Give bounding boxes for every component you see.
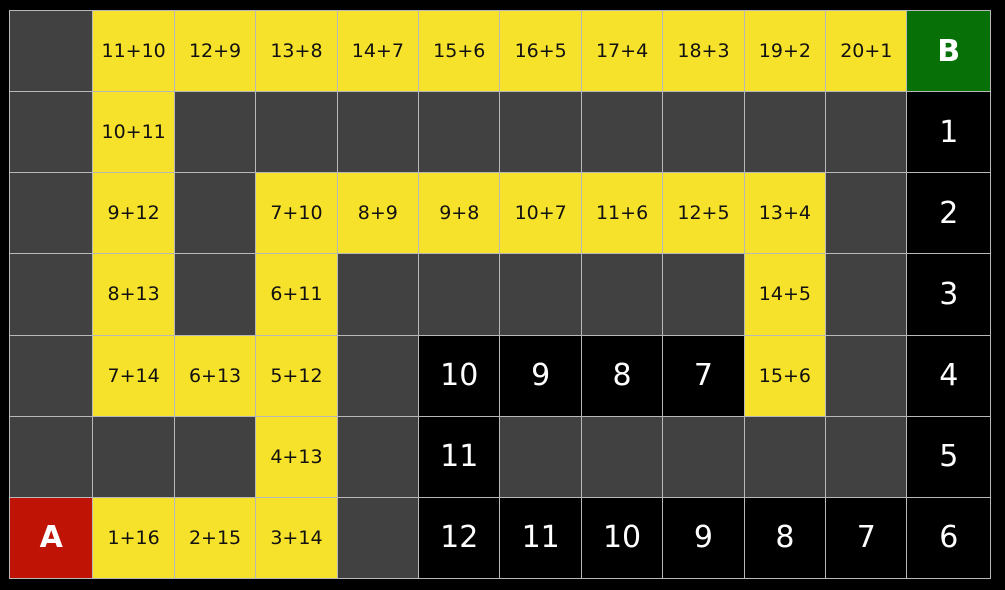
distance-number-cell[interactable]: 11 bbox=[499, 496, 582, 580]
path-step-cell[interactable]: 7+14 bbox=[92, 334, 175, 417]
path-step-cell[interactable]: 4+13 bbox=[255, 415, 338, 498]
empty-cell bbox=[173, 253, 257, 336]
grid-body: 11+10 12+9 13+8 14+7 15+6 16+5 17+4 18+3 19+2 20+… bbox=[8, 9, 991, 580]
path-step-cell[interactable]: 9+8 bbox=[418, 172, 501, 255]
distance-number-cell[interactable]: 7 bbox=[825, 496, 908, 580]
empty-cell bbox=[580, 91, 664, 174]
path-step-cell[interactable]: 3+14 bbox=[255, 496, 338, 580]
empty-cell bbox=[499, 253, 582, 336]
empty-cell bbox=[825, 415, 908, 498]
path-step-cell[interactable]: 13+4 bbox=[743, 172, 827, 255]
path-step-cell[interactable]: 5+12 bbox=[255, 334, 338, 417]
path-step-cell[interactable]: 12+9 bbox=[173, 9, 257, 93]
distance-number-cell[interactable]: 9 bbox=[499, 334, 582, 417]
path-step-cell[interactable]: 18+3 bbox=[662, 9, 745, 93]
distance-number-cell[interactable]: 9 bbox=[662, 496, 745, 580]
empty-cell bbox=[825, 91, 908, 174]
path-step-cell[interactable]: 8+9 bbox=[336, 172, 420, 255]
empty-cell bbox=[173, 91, 257, 174]
empty-cell bbox=[825, 253, 908, 336]
empty-cell bbox=[580, 415, 664, 498]
path-step-cell[interactable]: 10+11 bbox=[92, 91, 175, 174]
empty-cell bbox=[418, 91, 501, 174]
path-step-cell[interactable]: 15+6 bbox=[418, 9, 501, 93]
empty-cell bbox=[499, 91, 582, 174]
grid-row: 10+11 1 bbox=[8, 91, 991, 174]
row-label-cell: 3 bbox=[906, 253, 991, 336]
row-label-cell: 6 bbox=[906, 496, 991, 580]
path-step-cell[interactable]: 13+8 bbox=[255, 9, 338, 93]
empty-cell bbox=[662, 415, 745, 498]
empty-cell bbox=[662, 91, 745, 174]
path-step-cell[interactable]: 14+5 bbox=[743, 253, 827, 336]
empty-cell bbox=[8, 415, 94, 498]
empty-cell bbox=[743, 91, 827, 174]
path-step-cell[interactable]: 16+5 bbox=[499, 9, 582, 93]
grid-row: 9+12 7+10 8+9 9+8 10+7 11+6 12+5 13+4 2 bbox=[8, 172, 991, 255]
empty-cell bbox=[825, 334, 908, 417]
empty-cell bbox=[336, 91, 420, 174]
path-step-cell[interactable]: 10+7 bbox=[499, 172, 582, 255]
empty-cell bbox=[255, 91, 338, 174]
empty-cell bbox=[662, 253, 745, 336]
empty-cell bbox=[336, 415, 420, 498]
path-step-cell[interactable]: 19+2 bbox=[743, 9, 827, 93]
path-step-cell[interactable]: 9+12 bbox=[92, 172, 175, 255]
goal-cell[interactable]: B bbox=[906, 9, 991, 93]
path-step-cell[interactable]: 2+15 bbox=[173, 496, 257, 580]
row-label-cell: 4 bbox=[906, 334, 991, 417]
grid-row: 8+13 6+11 14+5 3 bbox=[8, 253, 991, 336]
empty-cell bbox=[580, 253, 664, 336]
distance-number-cell[interactable]: 7 bbox=[662, 334, 745, 417]
grid-row: 11+10 12+9 13+8 14+7 15+6 16+5 17+4 18+3 19+2 20+… bbox=[8, 9, 991, 93]
empty-cell bbox=[173, 172, 257, 255]
distance-number-cell[interactable]: 8 bbox=[580, 334, 664, 417]
empty-cell bbox=[336, 334, 420, 417]
empty-cell bbox=[336, 496, 420, 580]
path-step-cell[interactable]: 15+6 bbox=[743, 334, 827, 417]
empty-cell bbox=[418, 253, 501, 336]
row-label-cell: 1 bbox=[906, 91, 991, 174]
empty-cell bbox=[336, 253, 420, 336]
grid-row: 7+14 6+13 5+12 10 9 8 7 15+6 4 bbox=[8, 334, 991, 417]
puzzle-grid: 11+10 12+9 13+8 14+7 15+6 16+5 17+4 18+3 19+2 20+… bbox=[8, 9, 991, 580]
path-step-cell[interactable]: 8+13 bbox=[92, 253, 175, 336]
path-step-cell[interactable]: 6+11 bbox=[255, 253, 338, 336]
empty-cell bbox=[8, 253, 94, 336]
empty-cell bbox=[92, 415, 175, 498]
path-step-cell[interactable]: 11+10 bbox=[92, 9, 175, 93]
empty-cell bbox=[8, 334, 94, 417]
path-step-cell[interactable]: 14+7 bbox=[336, 9, 420, 93]
grid-row: A 1+16 2+15 3+14 12 11 10 9 8 7 6 bbox=[8, 496, 991, 580]
empty-cell bbox=[825, 172, 908, 255]
empty-cell bbox=[8, 9, 94, 93]
puzzle-grid-container: 11+10 12+9 13+8 14+7 15+6 16+5 17+4 18+3 19+2 20+… bbox=[8, 9, 991, 580]
row-label-cell: 2 bbox=[906, 172, 991, 255]
empty-cell bbox=[8, 172, 94, 255]
distance-number-cell[interactable]: 10 bbox=[580, 496, 664, 580]
path-step-cell[interactable]: 7+10 bbox=[255, 172, 338, 255]
empty-cell bbox=[173, 415, 257, 498]
distance-number-cell[interactable]: 12 bbox=[418, 496, 501, 580]
path-step-cell[interactable]: 6+13 bbox=[173, 334, 257, 417]
distance-number-cell[interactable]: 11 bbox=[418, 415, 501, 498]
path-step-cell[interactable]: 11+6 bbox=[580, 172, 664, 255]
grid-row: 4+13 11 5 bbox=[8, 415, 991, 498]
path-step-cell[interactable]: 12+5 bbox=[662, 172, 745, 255]
path-step-cell[interactable]: 17+4 bbox=[580, 9, 664, 93]
empty-cell bbox=[743, 415, 827, 498]
start-cell[interactable]: A bbox=[8, 496, 94, 580]
path-step-cell[interactable]: 20+1 bbox=[825, 9, 908, 93]
distance-number-cell[interactable]: 10 bbox=[418, 334, 501, 417]
distance-number-cell[interactable]: 8 bbox=[743, 496, 827, 580]
empty-cell bbox=[8, 91, 94, 174]
empty-cell bbox=[499, 415, 582, 498]
row-label-cell: 5 bbox=[906, 415, 991, 498]
path-step-cell[interactable]: 1+16 bbox=[92, 496, 175, 580]
